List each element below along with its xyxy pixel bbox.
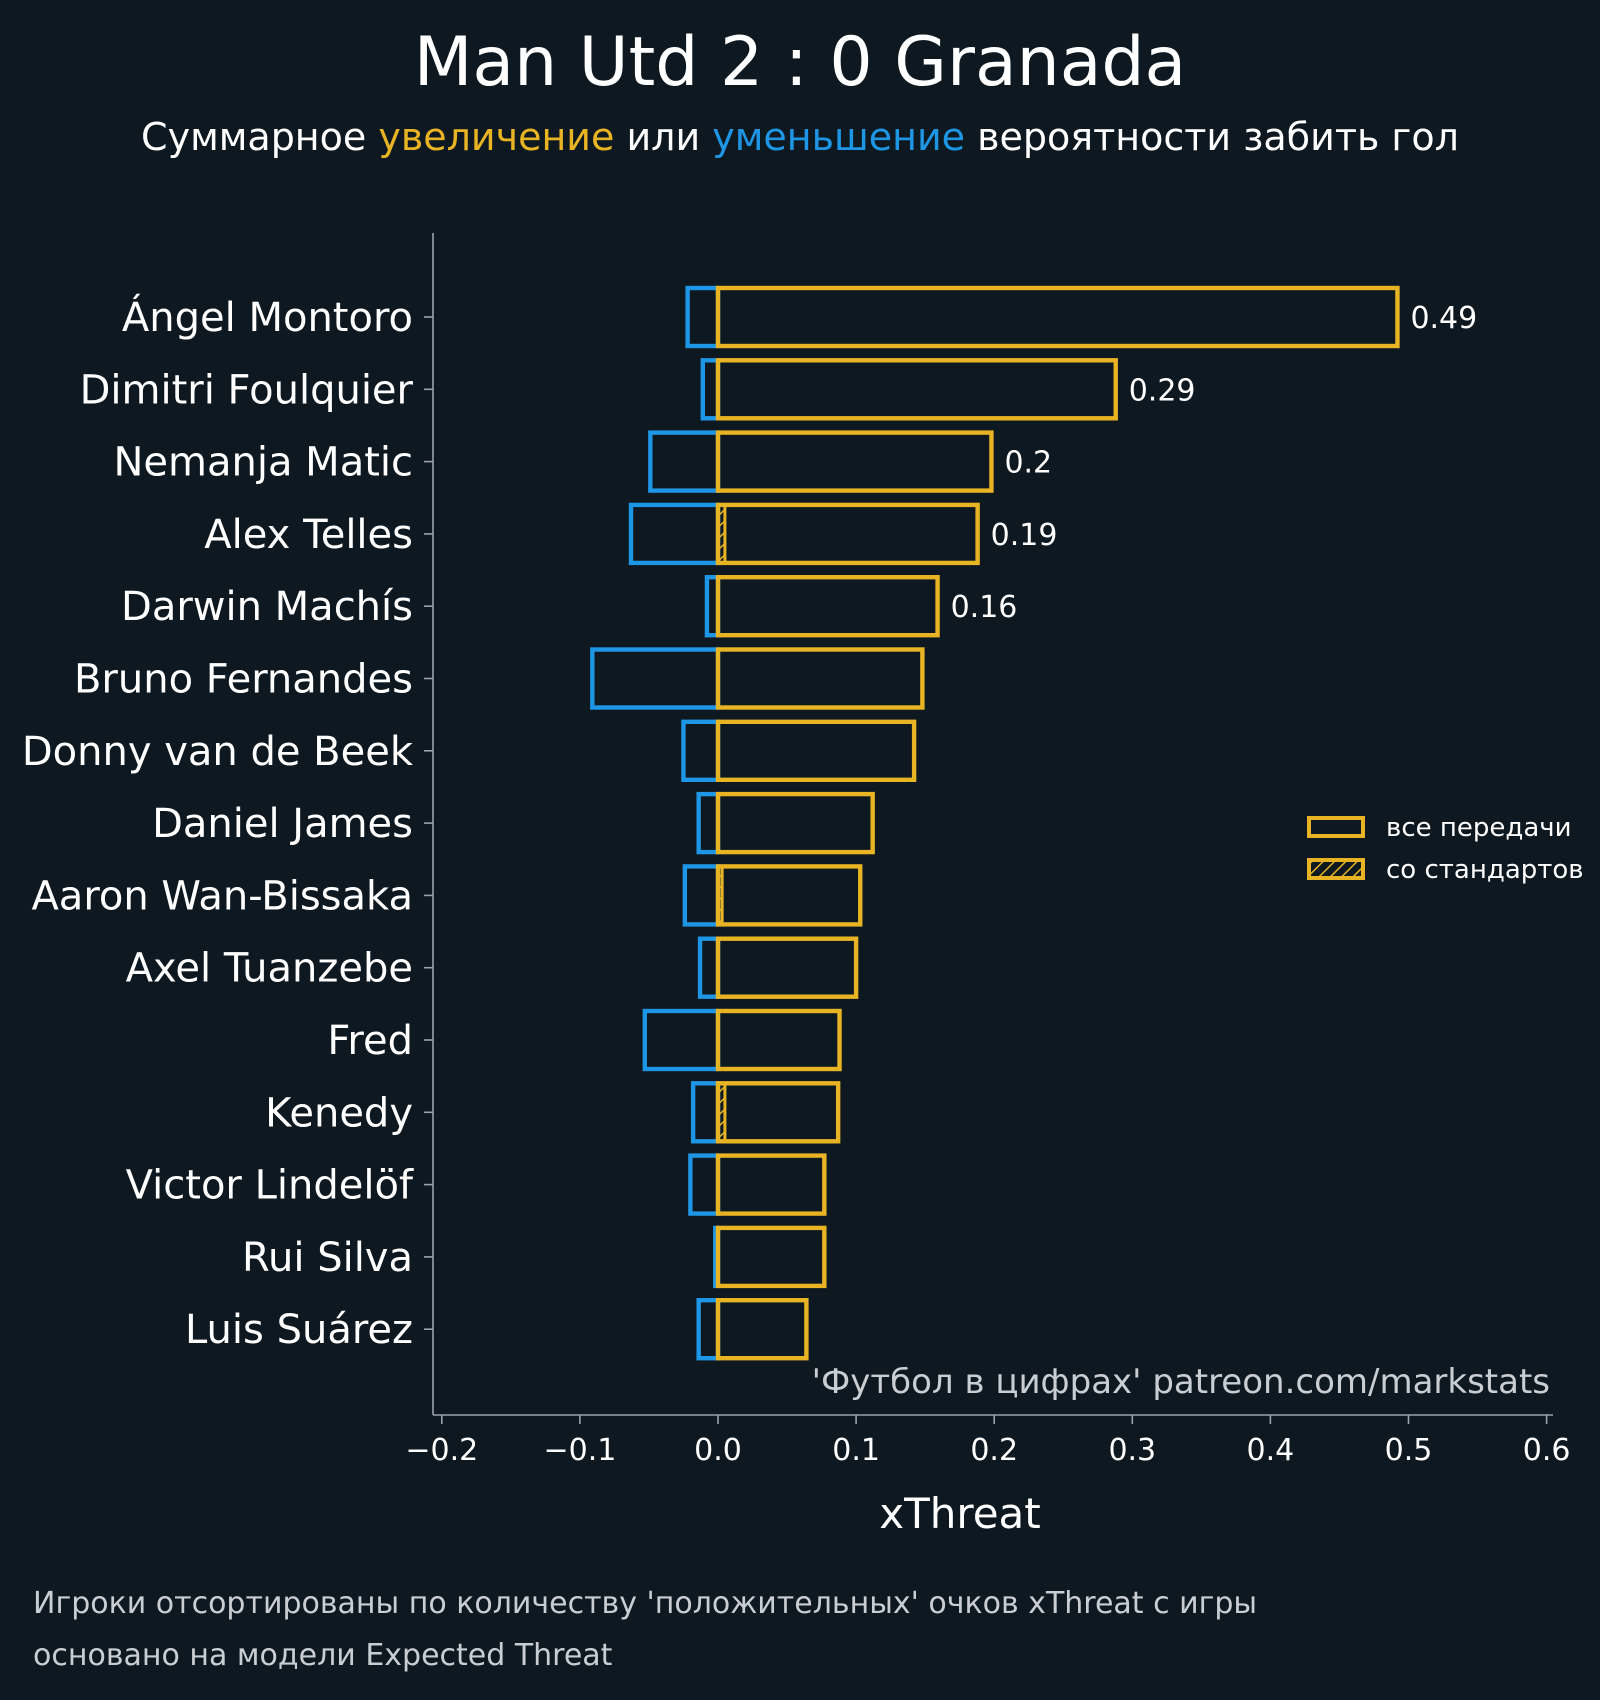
bar-positive bbox=[715, 1008, 842, 1072]
bar-set-pieces bbox=[716, 503, 727, 565]
y-tick-label: Donny van de Beek bbox=[22, 729, 414, 775]
bar-negative bbox=[696, 791, 721, 855]
bar-set-pieces bbox=[716, 864, 724, 926]
subtitle-part2: или bbox=[614, 115, 712, 159]
bar-positive bbox=[715, 1081, 841, 1144]
x-axis-label: xThreat bbox=[879, 1489, 1041, 1538]
y-tick-label: Darwin Machís bbox=[121, 584, 413, 630]
footnote-2: основано на модели Expected Threat bbox=[33, 1638, 613, 1673]
y-tick-label: Fred bbox=[327, 1018, 413, 1064]
watermark: 'Футбол в цифрах' patreon.com/markstats bbox=[812, 1362, 1550, 1402]
chart-title: Man Utd 2 : 0 Granada bbox=[414, 23, 1186, 102]
data-label: 0.2 bbox=[1004, 446, 1052, 481]
bar-positive bbox=[715, 1225, 827, 1289]
y-tick-label: Aaron Wan-Bissaka bbox=[31, 873, 413, 919]
bar-positive bbox=[715, 575, 940, 638]
x-tick-label: 0.0 bbox=[694, 1433, 742, 1468]
bar-positive bbox=[715, 358, 1118, 421]
footnote-1: Игроки отсортированы по количеству 'поло… bbox=[33, 1586, 1257, 1621]
subtitle-increase: увеличение bbox=[378, 115, 614, 159]
x-tick-label: 0.5 bbox=[1385, 1433, 1433, 1468]
bar-positive bbox=[715, 719, 917, 782]
bar-positive bbox=[715, 1297, 809, 1361]
plot-area: −0.2 −0.1 0.0 0.1 0.2 0.3 0.4 0.5 0.6 Ángel Monto… bbox=[22, 233, 1571, 1468]
x-tick-label: 0.4 bbox=[1247, 1433, 1295, 1468]
bar-positive bbox=[715, 502, 980, 566]
bar-negative bbox=[700, 358, 721, 421]
data-label: 0.49 bbox=[1410, 301, 1477, 336]
bar-negative bbox=[685, 285, 721, 349]
bar-positive bbox=[715, 936, 859, 999]
bar-negative bbox=[682, 864, 721, 927]
bar-negative bbox=[696, 1297, 721, 1361]
legend-label-set-pieces: со стандартов bbox=[1386, 855, 1584, 885]
bar-positive bbox=[715, 430, 994, 493]
y-tick-label: Luis Suárez bbox=[185, 1307, 413, 1353]
bar-set-pieces bbox=[716, 1081, 727, 1143]
bar-positive bbox=[715, 864, 863, 927]
y-tick-label: Kenedy bbox=[265, 1090, 413, 1136]
bar-negative bbox=[642, 1008, 721, 1072]
bar-negative bbox=[690, 1081, 721, 1144]
legend-label-all-passes: все передачи bbox=[1386, 813, 1572, 843]
x-tick-label: −0.1 bbox=[543, 1433, 616, 1468]
bar-negative bbox=[590, 647, 721, 710]
y-tick-label: Dimitri Foulquier bbox=[80, 367, 414, 413]
y-tick-label: Rui Silva bbox=[242, 1235, 413, 1281]
bar-positive bbox=[715, 647, 925, 710]
data-label: 0.19 bbox=[991, 518, 1058, 553]
bar-negative bbox=[688, 1153, 721, 1216]
x-tick-label: 0.1 bbox=[832, 1433, 880, 1468]
y-tick-label: Daniel James bbox=[152, 801, 413, 847]
y-tick-label: Ángel Montoro bbox=[122, 293, 413, 341]
subtitle-part3: вероятности забить гол bbox=[965, 115, 1459, 159]
bar-positive bbox=[715, 1153, 827, 1216]
bar-negative bbox=[648, 430, 721, 493]
x-tick-label: −0.2 bbox=[405, 1433, 478, 1468]
bar-positive bbox=[715, 791, 875, 855]
y-tick-label: Alex Telles bbox=[204, 512, 413, 558]
y-tick-label: Nemanja Matic bbox=[113, 440, 413, 486]
y-tick-label: Victor Lindelöf bbox=[126, 1163, 414, 1209]
bar-positive bbox=[715, 285, 1400, 349]
data-label: 0.29 bbox=[1129, 373, 1196, 408]
bar-negative bbox=[697, 936, 721, 999]
subtitle-decrease: уменьшение bbox=[712, 115, 965, 159]
x-tick-label: 0.2 bbox=[970, 1433, 1018, 1468]
legend: все передачи со стандартов bbox=[1307, 813, 1584, 885]
legend-swatch-set-pieces bbox=[1307, 858, 1365, 880]
data-label: 0.16 bbox=[951, 590, 1018, 625]
bar-negative bbox=[681, 719, 721, 782]
subtitle-part1: Суммарное bbox=[141, 115, 378, 159]
x-tick-label: 0.6 bbox=[1523, 1433, 1571, 1468]
legend-swatch-all-passes bbox=[1307, 816, 1365, 838]
bar-negative bbox=[628, 502, 721, 566]
y-tick-label: Bruno Fernandes bbox=[74, 657, 413, 703]
x-tick-label: 0.3 bbox=[1108, 1433, 1156, 1468]
y-tick-label: Axel Tuanzebe bbox=[126, 946, 413, 992]
chart-subtitle: Суммарное увеличение или уменьшение веро… bbox=[141, 115, 1459, 159]
